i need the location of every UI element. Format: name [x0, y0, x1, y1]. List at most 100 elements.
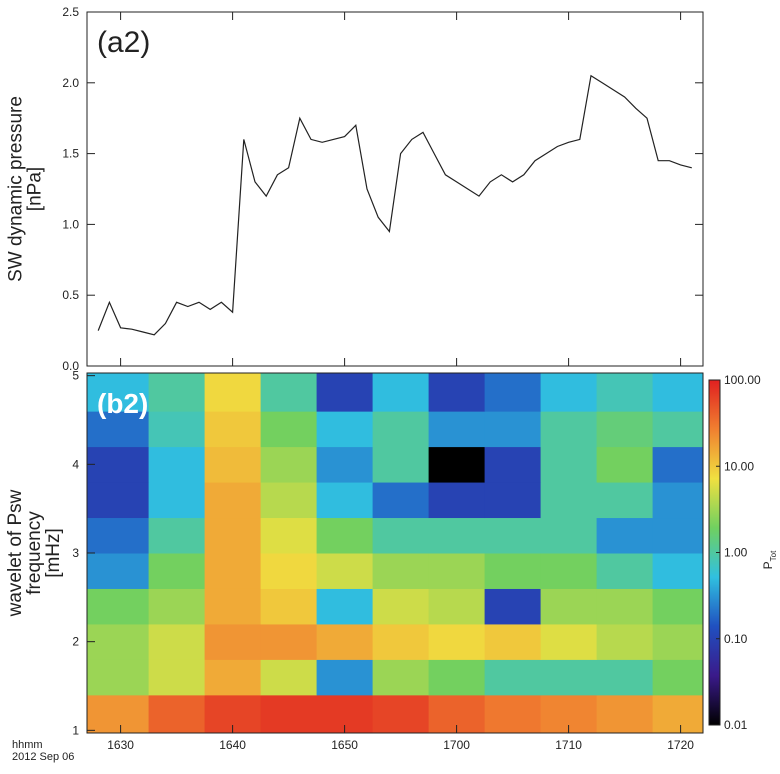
heat-cell [205, 659, 262, 695]
heat-cell [261, 553, 318, 589]
heat-cell [149, 518, 206, 554]
heat-cell [373, 553, 430, 589]
heat-cell [597, 373, 654, 412]
y-tick-label: 2.0 [62, 76, 79, 90]
heat-cell [373, 373, 430, 412]
heat-cell [87, 588, 149, 624]
colorbar-tick-label: 0.10 [724, 632, 748, 646]
heat-cell [205, 553, 262, 589]
heat-cell [541, 659, 598, 695]
data-line [98, 76, 692, 335]
y-axis-label: SW dynamic pressure [6, 96, 27, 282]
heat-cell [261, 373, 318, 412]
heat-cell [485, 373, 541, 412]
heat-cell [317, 588, 374, 624]
heat-cell [373, 588, 430, 624]
x-tick-label: 1650 [331, 738, 358, 752]
heat-cell [541, 553, 598, 589]
heat-cell [87, 482, 149, 518]
heat-cell [261, 659, 318, 695]
y-axis-label: frequency [24, 511, 45, 595]
heat-cell [205, 447, 262, 483]
heat-cell [429, 553, 486, 589]
heat-cell [485, 447, 541, 483]
heat-cell [87, 659, 149, 695]
heat-cell [653, 624, 704, 660]
heat-cell [205, 373, 262, 412]
y-tick-label: 3 [72, 546, 79, 560]
y-tick-label: 5 [72, 369, 79, 383]
heat-cell [87, 695, 149, 734]
heat-cell [149, 373, 206, 412]
heat-cell [205, 411, 262, 447]
colorbar-tick-label: 10.00 [724, 459, 754, 473]
y-axis-label: [mHz] [43, 528, 64, 578]
heat-cell [205, 518, 262, 554]
heat-cell [429, 588, 486, 624]
x-tick-label: 1720 [667, 738, 694, 752]
heat-cell [653, 482, 704, 518]
y-tick-label: 1.5 [62, 147, 79, 161]
panel-label: (a2) [97, 26, 150, 59]
heat-cell [485, 624, 541, 660]
heat-cell [653, 518, 704, 554]
heat-cell [87, 553, 149, 589]
heat-cell [653, 411, 704, 447]
heat-cell [429, 447, 486, 483]
heat-cell [87, 624, 149, 660]
y-tick-label: 1.0 [62, 217, 79, 231]
y-axis-label: [nPa] [25, 167, 46, 211]
heat-cell [205, 588, 262, 624]
y-axis-label: wavelet of Psw [5, 489, 26, 617]
heat-cell [485, 659, 541, 695]
heat-cell [317, 553, 374, 589]
y-tick-label: 1 [72, 723, 79, 737]
heat-cell [541, 518, 598, 554]
heat-cell [597, 447, 654, 483]
x-tick-label: 1700 [443, 738, 470, 752]
x-tick-label: 1630 [107, 738, 134, 752]
panel-label: (b2) [97, 388, 148, 419]
heat-cell [429, 659, 486, 695]
heat-cell [373, 659, 430, 695]
heat-cell [653, 447, 704, 483]
heat-cell [149, 553, 206, 589]
heat-cell [261, 447, 318, 483]
heat-cell [373, 695, 430, 734]
heat-cell [205, 624, 262, 660]
heat-cell [373, 482, 430, 518]
heat-cell [653, 695, 704, 734]
heat-cell [485, 411, 541, 447]
heat-cell [149, 588, 206, 624]
heat-cell [597, 482, 654, 518]
heat-cell [485, 518, 541, 554]
heat-cell [261, 588, 318, 624]
heat-cell [317, 482, 374, 518]
colorbar-label-sub: Tot [769, 550, 778, 561]
heat-cell [261, 624, 318, 660]
heat-cell [597, 411, 654, 447]
heat-cell [317, 411, 374, 447]
heat-cell [261, 518, 318, 554]
y-tick-label: 0.5 [62, 288, 79, 302]
heat-cell [261, 482, 318, 518]
x-tick-label: 1640 [219, 738, 246, 752]
y-tick-label: 2.5 [62, 5, 79, 19]
heat-cell [597, 659, 654, 695]
heat-cell [373, 411, 430, 447]
heat-cell [149, 624, 206, 660]
heat-cell [205, 482, 262, 518]
heat-cell [261, 695, 318, 734]
heat-cell [87, 447, 149, 483]
heat-cell [485, 553, 541, 589]
x-axis-label: 2012 Sep 06 [12, 751, 74, 763]
heat-cell [429, 518, 486, 554]
heat-cell [541, 624, 598, 660]
heat-cell [149, 411, 206, 447]
colorbar-label: PTot [761, 550, 778, 569]
heat-cell [149, 447, 206, 483]
heat-cell [429, 373, 486, 412]
heat-cell [373, 518, 430, 554]
colorbar-label-main: P [761, 561, 775, 569]
heat-cell [317, 518, 374, 554]
